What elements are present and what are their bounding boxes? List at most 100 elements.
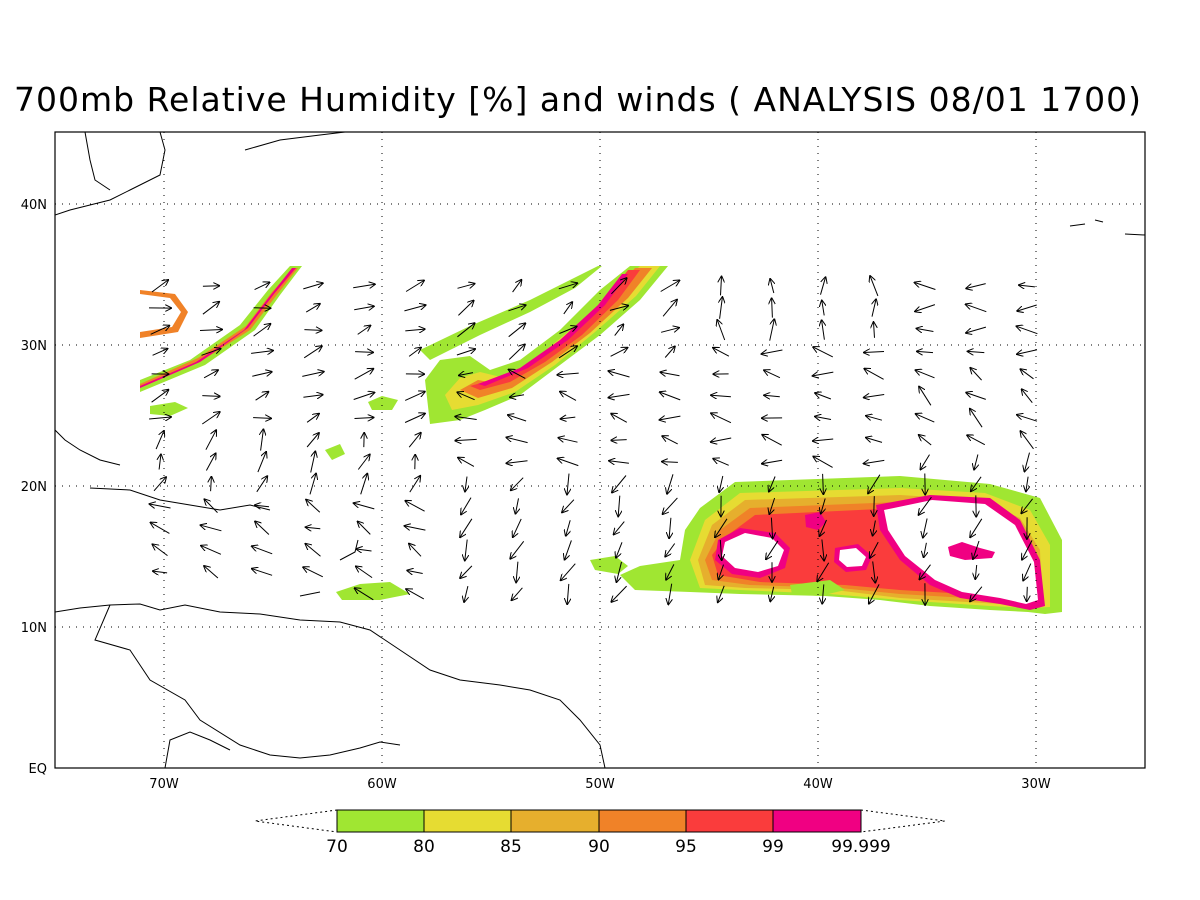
- wind-arrow: [511, 477, 524, 491]
- wind-arrow: [864, 460, 885, 463]
- wind-arrow: [660, 281, 680, 292]
- humidity-region-east: [590, 476, 1062, 614]
- wind-arrow: [718, 585, 725, 602]
- wind-arrow: [566, 520, 570, 535]
- wind-arrow: [407, 571, 423, 574]
- wind-arrow: [868, 474, 881, 494]
- wind-arrow: [354, 503, 375, 510]
- wind-arrow: [255, 392, 269, 401]
- wind-arrow: [813, 439, 834, 441]
- wind-arrow: [153, 544, 168, 557]
- lon-label-50w: 50W: [585, 777, 615, 792]
- colorbar-swatch-80-85: [423, 809, 512, 833]
- wind-arrow: [721, 277, 722, 296]
- wind-arrow: [611, 278, 626, 295]
- wind-arrow: [1025, 452, 1030, 472]
- wind-arrow: [357, 455, 369, 470]
- wind-arrow: [461, 497, 472, 515]
- wind-arrow: [813, 457, 833, 468]
- wind-arrow: [254, 282, 270, 291]
- wind-arrow: [455, 417, 477, 420]
- plot-frame: [54, 131, 1146, 769]
- wind-arrow: [155, 431, 164, 450]
- wind-arrow: [255, 522, 270, 535]
- wind-arrow: [970, 409, 983, 428]
- wind-arrow: [354, 369, 374, 380]
- wind-arrow: [261, 429, 264, 451]
- wind-arrow: [205, 454, 215, 471]
- wind-arrow: [563, 302, 572, 315]
- wind-arrow: [508, 305, 525, 312]
- wind-arrow: [306, 414, 319, 423]
- wind-arrow: [919, 387, 932, 406]
- colorbar-swatch-85-90: [510, 809, 600, 833]
- wind-arrow: [866, 416, 883, 420]
- wind-arrow: [770, 279, 774, 294]
- wind-arrow: [252, 569, 273, 576]
- wind-arrow: [1017, 415, 1038, 422]
- wind-arrow: [404, 392, 425, 401]
- wind-arrow: [1021, 498, 1033, 513]
- lat-label-40n: 40N: [21, 198, 47, 213]
- wind-arrow: [1023, 563, 1032, 581]
- colorbar-tick-99: 99: [762, 837, 784, 857]
- wind-arrow: [720, 539, 721, 560]
- wind-arrow: [614, 324, 624, 336]
- wind-arrow: [764, 370, 781, 379]
- wind-arrow: [616, 542, 623, 557]
- wind-arrow: [455, 439, 477, 440]
- wind-arrow: [252, 546, 273, 555]
- colorbar-swatch-90-95: [598, 809, 687, 833]
- wind-arrow: [915, 283, 936, 290]
- colorbar-tick-85: 85: [500, 837, 522, 857]
- wind-arrow: [970, 518, 983, 537]
- wind-arrow: [201, 546, 222, 555]
- wind-arrow: [974, 454, 978, 470]
- wind-arrow: [662, 300, 677, 317]
- colorbar-tick-90: 90: [588, 837, 610, 857]
- wind-arrow: [152, 349, 168, 356]
- colorbar-swatch-95-99: [685, 809, 774, 833]
- wind-arrow: [516, 498, 519, 513]
- wind-arrow: [916, 370, 935, 379]
- wind-arrow: [302, 372, 323, 377]
- wind-arrow: [864, 369, 884, 380]
- wind-arrow: [970, 586, 983, 602]
- wind-arrow: [973, 540, 980, 559]
- wind-arrow: [971, 476, 982, 491]
- wind-arrow: [866, 438, 883, 443]
- wind-arrow: [769, 319, 775, 341]
- coastlines: [55, 132, 1145, 768]
- wind-arrow: [151, 523, 170, 534]
- wind-arrow: [815, 393, 832, 400]
- wind-arrow: [915, 304, 936, 312]
- lat-label-eq: EQ: [29, 762, 47, 777]
- wind-arrow: [456, 349, 475, 356]
- wind-arrow: [256, 476, 267, 493]
- wind-arrow: [921, 454, 930, 470]
- wind-arrow: [355, 588, 374, 601]
- colorbar-tick-99999: 99.999: [831, 837, 890, 857]
- wind-arrow: [611, 440, 627, 441]
- wind-arrow: [405, 281, 424, 292]
- wind-arrow: [353, 393, 375, 400]
- wind-arrow: [508, 345, 525, 360]
- wind-arrow: [211, 477, 212, 492]
- wind-arrow: [567, 583, 569, 604]
- wind-arrow: [813, 372, 834, 376]
- wind-arrow: [251, 351, 273, 354]
- lon-label-30w: 30W: [1021, 777, 1051, 792]
- wind-arrow: [460, 518, 473, 537]
- wind-arrow: [306, 527, 321, 529]
- wind-arrow: [458, 458, 475, 467]
- wind-arrow: [720, 297, 723, 319]
- wind-arrow: [150, 504, 171, 508]
- wind-arrow: [405, 526, 426, 531]
- wind-arrow: [864, 395, 885, 398]
- wind-arrow: [303, 283, 322, 290]
- lat-label-10n: 10N: [21, 621, 47, 636]
- wind-arrow: [822, 301, 824, 316]
- wind-arrow: [151, 280, 168, 293]
- wind-arrow: [205, 430, 216, 450]
- wind-arrow: [968, 351, 985, 352]
